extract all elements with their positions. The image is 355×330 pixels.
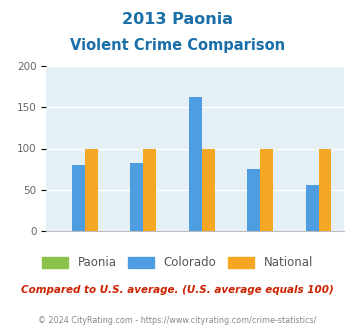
Bar [247,169,260,231]
Bar [319,148,332,231]
Text: Violent Crime Comparison: Violent Crime Comparison [70,38,285,53]
Bar [85,148,98,231]
Bar [143,148,156,231]
Text: Compared to U.S. average. (U.S. average equals 100): Compared to U.S. average. (U.S. average … [21,285,334,295]
Bar [130,162,143,231]
Bar [202,148,214,231]
Legend: Paonia, Colorado, National: Paonia, Colorado, National [37,252,318,274]
Bar [72,165,85,231]
Bar [260,148,273,231]
Text: © 2024 CityRating.com - https://www.cityrating.com/crime-statistics/: © 2024 CityRating.com - https://www.city… [38,316,317,325]
Bar [189,97,202,231]
Text: 2013 Paonia: 2013 Paonia [122,12,233,26]
Bar [306,185,319,231]
